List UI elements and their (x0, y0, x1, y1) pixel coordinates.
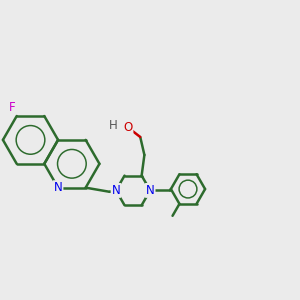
Text: H: H (109, 119, 118, 132)
Text: O: O (123, 121, 133, 134)
Text: N: N (54, 181, 62, 194)
Text: F: F (8, 101, 15, 114)
Text: N: N (146, 184, 154, 197)
Text: N: N (112, 184, 120, 197)
